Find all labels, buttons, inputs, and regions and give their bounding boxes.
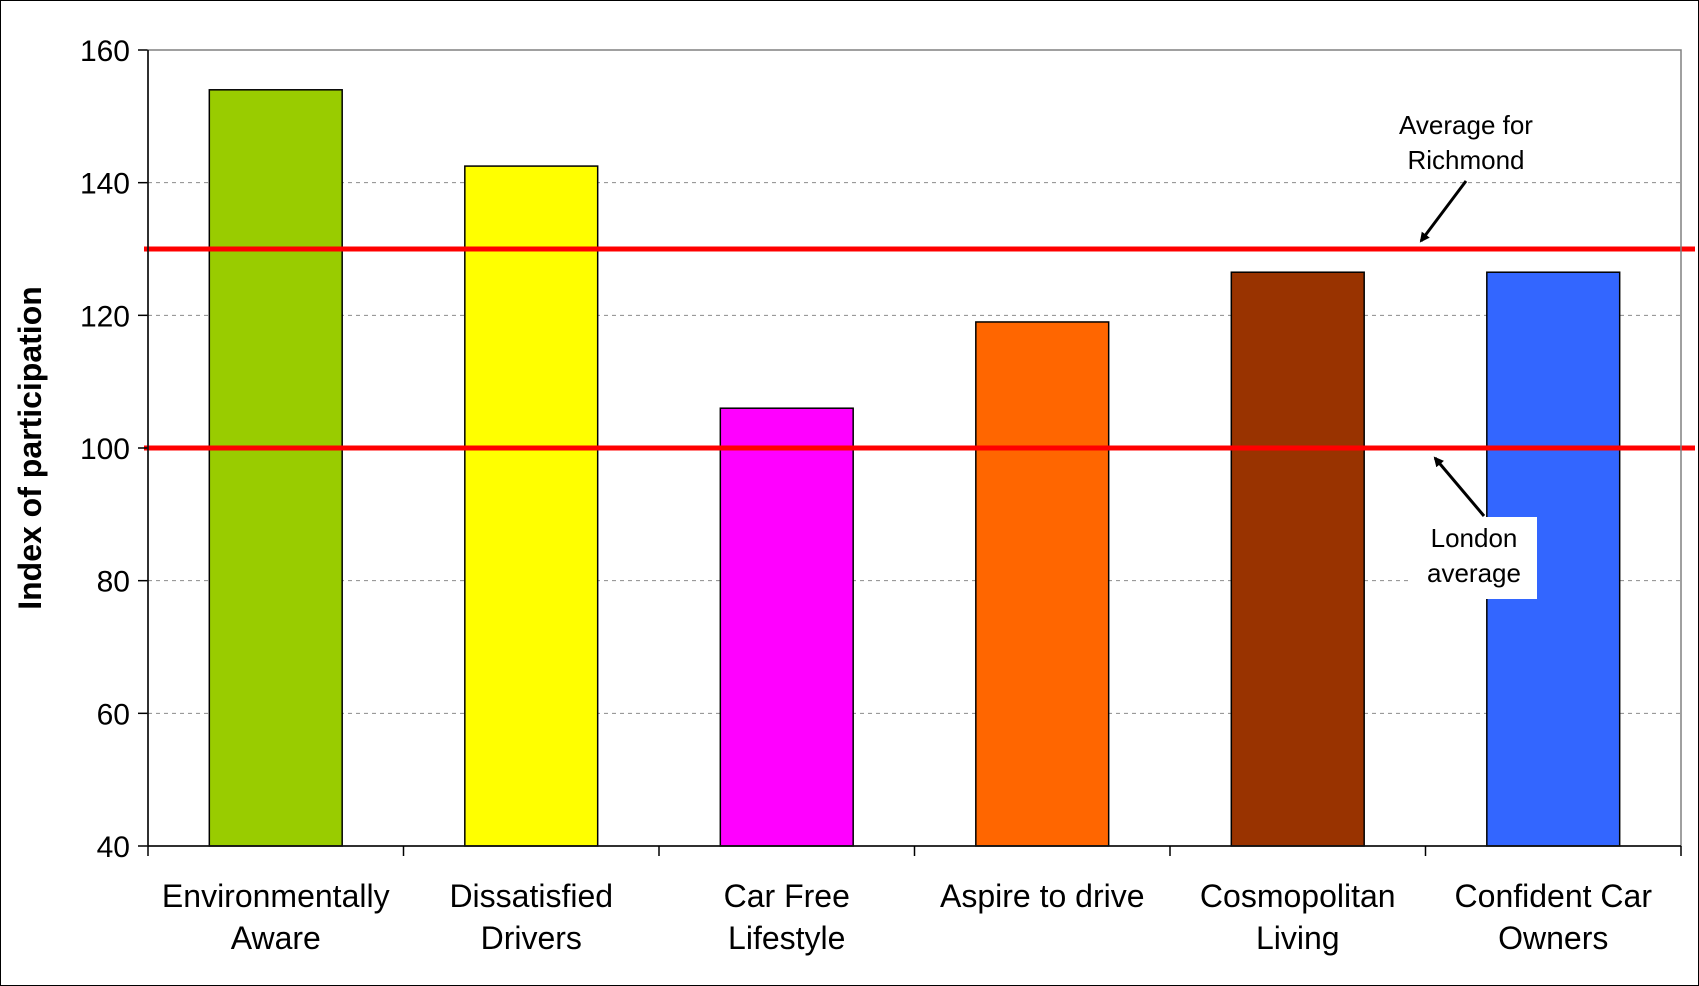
- bar: [1230, 271, 1365, 847]
- bar: [719, 407, 854, 847]
- annotation-arrow: [1419, 180, 1468, 243]
- y-tick-label: 100: [80, 433, 130, 466]
- x-category-label: Living: [1256, 920, 1340, 956]
- y-tick-label: 120: [80, 300, 130, 333]
- bar: [208, 89, 343, 847]
- x-category-label: Aware: [231, 920, 321, 956]
- annotation-label: average: [1427, 558, 1521, 588]
- annotation-arrow: [1433, 456, 1486, 517]
- y-tick-label: 140: [80, 168, 130, 201]
- x-category-label: Confident Car: [1455, 878, 1653, 914]
- x-category-label: Drivers: [481, 920, 582, 956]
- annotation-label: Average for: [1399, 110, 1533, 140]
- annotation-box: [1411, 517, 1537, 599]
- bar: [464, 165, 599, 847]
- x-category-label: Environmentally: [162, 878, 390, 914]
- y-tick-label: 80: [97, 566, 130, 599]
- x-category-label: Dissatisfied: [449, 878, 613, 914]
- axes: [138, 49, 1682, 856]
- labels: 40 60 80 100 120 140 160 Environmentally Aware Di…: [12, 35, 1652, 956]
- bars: [208, 89, 1621, 847]
- x-category-label: Cosmopolitan: [1200, 878, 1396, 914]
- x-category-label: Lifestyle: [728, 920, 845, 956]
- annotation-label: London: [1431, 523, 1518, 553]
- x-category-label: Aspire to drive: [940, 878, 1145, 914]
- x-category-label: Owners: [1498, 920, 1608, 956]
- x-category-label: Car Free: [724, 878, 850, 914]
- y-tick-label: 60: [97, 698, 130, 731]
- y-tick-label: 160: [80, 35, 130, 68]
- bar: [975, 321, 1110, 847]
- y-axis-title: Index of participation: [12, 286, 48, 610]
- y-tick-label: 40: [97, 831, 130, 864]
- reference-lines: [144, 246, 1695, 451]
- annotation-label: Richmond: [1407, 145, 1524, 175]
